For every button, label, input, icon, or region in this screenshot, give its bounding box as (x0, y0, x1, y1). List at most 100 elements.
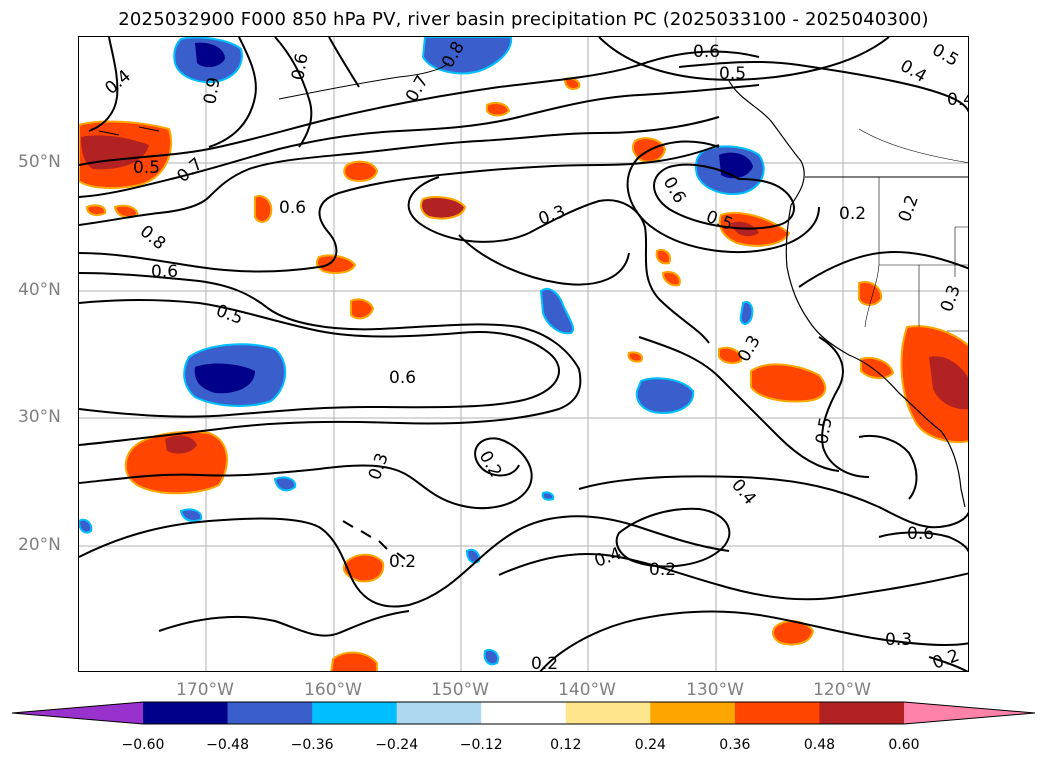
precip-blob (350, 298, 375, 320)
precip-blob-core (81, 135, 149, 170)
contour-line (678, 60, 968, 113)
contour-line (79, 272, 582, 446)
precip-blob (718, 346, 743, 365)
contour-label: 0.2 (895, 192, 923, 224)
lon-label-140w: 140°W (558, 680, 616, 700)
contour-label: 0.5 (133, 158, 160, 178)
precip-blob (465, 548, 481, 564)
colorbar-segment (312, 702, 398, 724)
lat-label-20n: 20°N (18, 535, 61, 555)
hawaiian-islands (342, 520, 406, 560)
colorbar-extend-min (12, 702, 143, 724)
colorbar-graphic (11, 701, 1036, 725)
contour-label: 0.2 (649, 560, 676, 580)
contour-line (208, 37, 257, 148)
contour-line (328, 37, 360, 88)
contour-line (578, 475, 968, 529)
contour-label: 0.6 (151, 262, 178, 282)
contour-line (626, 140, 820, 253)
precip-blob (343, 160, 379, 182)
contour-label: 0.5 (213, 301, 245, 329)
precip-blob (342, 553, 385, 583)
colorbar-tick-label: −0.48 (206, 737, 249, 753)
contour-label: 0.6 (659, 174, 690, 207)
contour-label: 0.2 (839, 204, 866, 224)
precip-blob-core (165, 435, 197, 454)
precip-blob (85, 204, 139, 218)
coastlines (98, 62, 968, 560)
contour-line (274, 37, 313, 148)
precip-blob (541, 491, 555, 501)
contour-label: 0.5 (929, 40, 962, 71)
west-coast-na (728, 80, 966, 508)
colorbar-tick-label: −0.60 (121, 737, 165, 753)
colorbar-tick-label: 0.36 (719, 737, 751, 753)
contour-line (539, 610, 968, 671)
contour-line (79, 50, 760, 166)
contour-line (88, 37, 119, 132)
precip-negative-areas (79, 37, 765, 666)
precip-blob (315, 254, 357, 274)
colorbar-segment (481, 702, 567, 724)
precip-blob (661, 271, 681, 287)
contour-label: 0.7 (173, 154, 207, 187)
contour-label: 0.5 (719, 64, 746, 84)
precip-blob (655, 249, 671, 265)
colorbar-segments (12, 702, 1035, 724)
colorbar-segment (227, 702, 313, 724)
precip-blob-core (194, 363, 255, 394)
contour-line (598, 37, 890, 81)
lat-label-50n: 50°N (18, 152, 61, 172)
contour-label: 0.4 (947, 90, 969, 110)
lon-label-150w: 150°W (431, 680, 489, 700)
precip-blob (627, 351, 643, 363)
contour-label: 0.2 (389, 552, 416, 572)
contour-label: 0.3 (937, 282, 965, 314)
colorbar-segment (734, 702, 820, 724)
precip-blob (750, 363, 827, 403)
precip-blob (539, 287, 575, 335)
contour-line (158, 610, 410, 637)
precip-blob-core (929, 356, 968, 410)
lon-label-170w: 170°W (176, 680, 234, 700)
contour-label: 0.3 (536, 202, 568, 230)
contour-label: 0.3 (365, 450, 393, 482)
precip-blob (79, 518, 93, 534)
province-border (858, 128, 968, 163)
colorbar-outline (11, 701, 1036, 725)
contour-line (858, 435, 918, 500)
colorbar-segment (650, 702, 736, 724)
contour-line (79, 299, 560, 418)
contour-label: 0.4 (727, 475, 760, 509)
contour-line (79, 144, 720, 273)
aleutian-islands (278, 62, 450, 100)
kamchatka-coast (98, 126, 160, 136)
precip-blob (421, 37, 513, 75)
precip-blob (273, 476, 297, 492)
colorbar-tick-label: 0.12 (550, 737, 582, 753)
contour-line (615, 507, 731, 568)
precip-blob (486, 102, 511, 117)
map-title: 2025032900 F000 850 hPa PV, river basin … (118, 9, 929, 30)
contour-line (818, 336, 870, 478)
precip-blob (420, 196, 467, 220)
precip-blob-core (719, 152, 753, 179)
precip-blob (483, 649, 499, 666)
map-canvas: 0.4 0.5 0.6 0.7 0.8 0.6 0.5 0.6 0.3 0.3 … (79, 37, 969, 671)
contour-line (498, 552, 968, 601)
contour-line (407, 176, 710, 344)
precip-blob (563, 77, 581, 90)
lon-label-160w: 160°W (304, 680, 362, 700)
contour-line (79, 515, 730, 608)
map-panel: 0.4 0.5 0.6 0.7 0.8 0.6 0.5 0.6 0.3 0.3 … (78, 36, 969, 672)
lon-label-130w: 130°W (686, 680, 744, 700)
colorbar-tick-label: −0.24 (375, 737, 419, 753)
contour-label: 0.3 (885, 630, 912, 650)
precip-blob (635, 377, 695, 415)
lat-label-30n: 30°N (18, 407, 61, 427)
precip-blob (739, 301, 754, 325)
colorbar-tick-label: 0.60 (888, 737, 920, 753)
precip-positive-areas (79, 77, 968, 671)
colorbar-tick-label: −0.36 (290, 737, 334, 753)
lon-label-120w: 120°W (813, 680, 871, 700)
